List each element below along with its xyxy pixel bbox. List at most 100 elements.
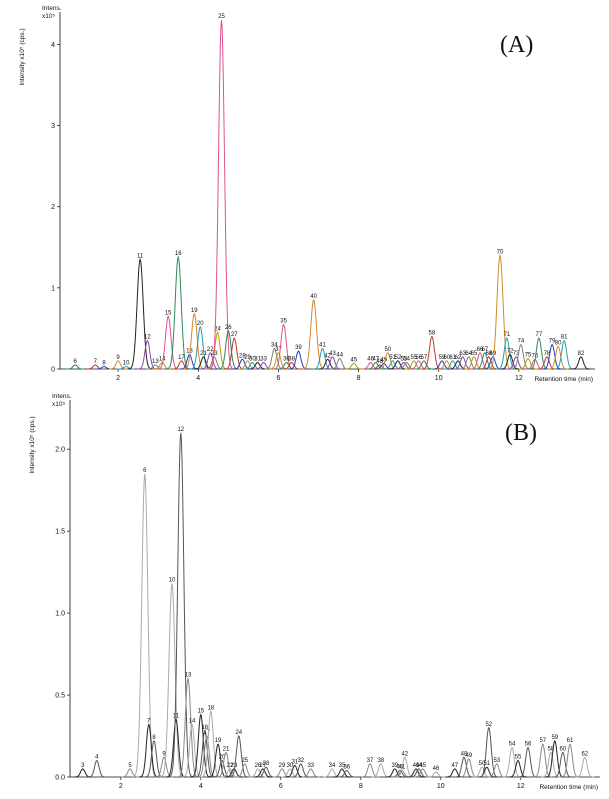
peak-label: 43 — [329, 351, 336, 357]
peak-label: 37 — [367, 758, 374, 764]
peak-label: 50 — [384, 347, 391, 353]
peak-label: 35 — [339, 763, 346, 769]
peak-label: 51 — [483, 761, 490, 767]
peak — [454, 756, 474, 778]
peak-label: 16 — [201, 725, 208, 731]
peak-label: 21 — [223, 746, 230, 752]
peak-label: 39 — [391, 763, 398, 769]
peak-label: 67 — [481, 347, 488, 353]
x-tick-label: 12 — [515, 375, 523, 382]
peak-label: 27 — [259, 763, 266, 769]
peak-label: 48 — [461, 751, 468, 757]
peak — [197, 735, 217, 778]
peak — [109, 360, 128, 370]
peak-label: 48 — [376, 359, 383, 365]
peak-label: 52 — [485, 722, 492, 728]
peak-label: 18 — [207, 705, 214, 711]
peak-label: 69 — [489, 351, 496, 357]
peak-label: 10 — [123, 361, 130, 367]
peak-label: 37 — [275, 347, 282, 353]
peak-label: 29 — [244, 355, 251, 361]
peak — [385, 768, 404, 778]
peak-label: 25 — [241, 758, 248, 764]
peak-label: 68 — [485, 351, 492, 357]
peak-label: 19 — [215, 738, 222, 744]
peak-label: 78 — [544, 351, 551, 357]
peak-label: 16 — [175, 251, 182, 257]
peak-label: 46 — [367, 357, 374, 363]
peak-label: 17 — [203, 730, 210, 736]
peak — [337, 769, 356, 778]
peak — [117, 366, 135, 370]
peak — [404, 360, 423, 370]
peak — [291, 763, 310, 778]
peak-label: 12 — [177, 427, 184, 433]
peak-label: 11 — [173, 714, 180, 720]
peak-label: 57 — [539, 738, 546, 744]
peak — [87, 760, 106, 778]
peak-label: 14 — [189, 719, 196, 725]
peak-label: 36 — [343, 764, 350, 770]
x-tick-label: 4 — [199, 783, 203, 790]
panel-label: (A) — [500, 32, 533, 58]
peak-label: 53 — [400, 357, 407, 363]
peak — [224, 337, 245, 370]
peak-label: 54 — [509, 741, 516, 747]
peak-label: 45 — [419, 763, 426, 769]
peak — [443, 360, 462, 370]
peak — [487, 253, 513, 370]
peak-label: 77 — [536, 332, 543, 338]
peak — [459, 356, 479, 370]
peak — [518, 746, 538, 778]
peak-label: 9 — [162, 751, 166, 757]
axes — [59, 12, 595, 370]
peak-label: 6 — [74, 359, 78, 365]
x-tick-label: 8 — [359, 783, 363, 790]
y-tick-label: 0 — [51, 367, 55, 374]
y-unit-label: Intens. — [42, 5, 62, 12]
peak — [302, 298, 326, 370]
peak — [166, 255, 191, 370]
peak-label: 5 — [128, 763, 132, 769]
peak — [208, 743, 228, 778]
peak — [548, 345, 568, 370]
x-tick-label: 10 — [435, 375, 443, 382]
peak — [73, 768, 92, 778]
x-tick-label: 6 — [279, 783, 283, 790]
peak — [218, 330, 239, 370]
peak-label: 22 — [227, 763, 234, 769]
peak — [533, 743, 553, 778]
peak — [229, 735, 249, 778]
peak-label: 55 — [515, 755, 522, 761]
peak-label: 15 — [165, 310, 172, 316]
peak-label: 39 — [295, 345, 302, 351]
peak — [553, 751, 573, 778]
x-tick-label: 12 — [517, 783, 525, 790]
peak-label: 7 — [147, 719, 151, 725]
peak-label: 4 — [95, 755, 99, 761]
peak — [139, 723, 159, 778]
peak — [157, 315, 180, 370]
peak-label: 40 — [310, 294, 317, 300]
peak-label: 64 — [465, 351, 472, 357]
peak — [177, 676, 199, 778]
peak — [388, 360, 407, 370]
peak-label: 25 — [218, 14, 225, 20]
peak-label: 71 — [503, 332, 510, 338]
peak-label: 36 — [283, 357, 290, 363]
peak-label: 30 — [249, 357, 256, 363]
peak-label: 49 — [380, 357, 387, 363]
peak-label: 49 — [465, 753, 472, 759]
peak-label: 26 — [255, 763, 262, 769]
peak-label: 73 — [513, 351, 520, 357]
peak — [409, 768, 428, 778]
peak-label: 61 — [449, 355, 456, 361]
peak-label: 24 — [235, 730, 242, 736]
peak-label: 72 — [507, 348, 514, 354]
peak-label: 47 — [372, 357, 379, 363]
peak-label: 19 — [191, 308, 198, 314]
peak-label: 53 — [493, 758, 500, 764]
y-tick-label: 2 — [51, 204, 55, 211]
y-tick-label: 1 — [51, 285, 55, 292]
peak-label: 30 — [287, 763, 294, 769]
